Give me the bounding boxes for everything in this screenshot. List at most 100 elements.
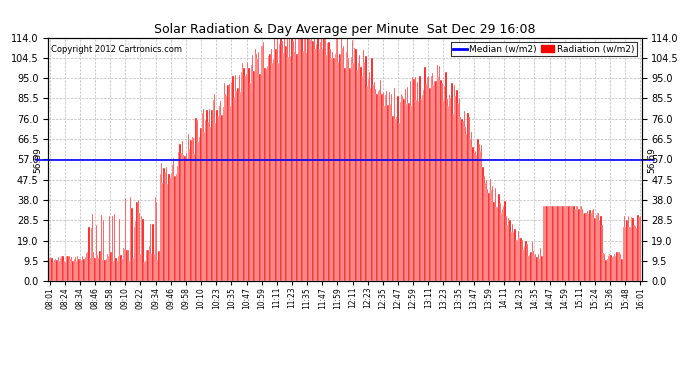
- Bar: [259, 74, 261, 281]
- Bar: [594, 218, 595, 281]
- Bar: [308, 38, 310, 281]
- Bar: [176, 174, 177, 281]
- Bar: [341, 38, 342, 281]
- Bar: [280, 38, 282, 281]
- Bar: [217, 116, 219, 281]
- Bar: [469, 117, 470, 281]
- Bar: [509, 220, 511, 281]
- Bar: [96, 225, 97, 281]
- Bar: [284, 38, 285, 281]
- Bar: [513, 232, 514, 281]
- Bar: [241, 72, 242, 281]
- Bar: [402, 96, 404, 281]
- Bar: [295, 38, 297, 281]
- Bar: [587, 211, 588, 281]
- Bar: [576, 206, 577, 281]
- Bar: [98, 258, 99, 281]
- Bar: [636, 228, 638, 281]
- Bar: [102, 260, 103, 281]
- Bar: [314, 39, 315, 281]
- Bar: [459, 98, 460, 281]
- Bar: [595, 215, 597, 281]
- Bar: [87, 252, 88, 281]
- Bar: [141, 216, 142, 281]
- Bar: [322, 49, 324, 281]
- Bar: [490, 179, 491, 281]
- Bar: [462, 121, 464, 281]
- Bar: [167, 184, 168, 281]
- Bar: [112, 216, 113, 281]
- Bar: [354, 48, 355, 281]
- Bar: [584, 213, 586, 281]
- Bar: [159, 174, 161, 281]
- Bar: [401, 94, 402, 281]
- Bar: [369, 72, 371, 281]
- Bar: [603, 252, 604, 281]
- Bar: [267, 66, 268, 281]
- Bar: [194, 154, 195, 281]
- Bar: [415, 77, 416, 281]
- Bar: [145, 261, 146, 281]
- Bar: [282, 41, 283, 281]
- Bar: [140, 254, 141, 281]
- Bar: [155, 197, 156, 281]
- Bar: [393, 88, 395, 281]
- Bar: [451, 84, 453, 281]
- Bar: [257, 59, 258, 281]
- Bar: [165, 172, 166, 281]
- Bar: [629, 226, 630, 281]
- Bar: [417, 82, 418, 281]
- Bar: [404, 99, 405, 281]
- Bar: [366, 86, 368, 281]
- Bar: [293, 40, 294, 281]
- Bar: [528, 256, 529, 281]
- Bar: [535, 254, 536, 281]
- Bar: [545, 206, 546, 281]
- Bar: [616, 252, 618, 281]
- Bar: [106, 259, 107, 281]
- Bar: [424, 67, 426, 281]
- Bar: [57, 257, 59, 281]
- Bar: [193, 138, 194, 281]
- Bar: [416, 100, 417, 281]
- Bar: [330, 49, 331, 281]
- Bar: [231, 82, 233, 281]
- Bar: [273, 59, 274, 281]
- Bar: [562, 206, 564, 281]
- Bar: [384, 106, 385, 281]
- Bar: [49, 258, 50, 281]
- Bar: [190, 140, 192, 281]
- Bar: [134, 227, 135, 281]
- Bar: [264, 68, 266, 281]
- Bar: [406, 104, 407, 281]
- Bar: [511, 232, 512, 281]
- Bar: [635, 226, 636, 281]
- Bar: [132, 258, 134, 281]
- Bar: [457, 103, 459, 281]
- Bar: [237, 88, 239, 281]
- Bar: [526, 244, 528, 281]
- Bar: [121, 260, 123, 281]
- Bar: [573, 206, 575, 281]
- Bar: [124, 249, 126, 281]
- Bar: [188, 134, 189, 281]
- Bar: [531, 242, 533, 281]
- Bar: [582, 209, 583, 281]
- Bar: [600, 216, 602, 281]
- Bar: [448, 105, 449, 281]
- Bar: [236, 90, 237, 281]
- Bar: [150, 224, 151, 281]
- Bar: [226, 96, 228, 281]
- Bar: [215, 123, 217, 281]
- Bar: [625, 227, 627, 281]
- Bar: [128, 250, 129, 281]
- Bar: [349, 68, 351, 281]
- Bar: [456, 90, 457, 281]
- Bar: [300, 38, 302, 281]
- Bar: [214, 94, 215, 281]
- Bar: [439, 66, 440, 281]
- Bar: [536, 257, 538, 281]
- Bar: [221, 115, 222, 281]
- Bar: [115, 258, 117, 281]
- Bar: [525, 241, 526, 281]
